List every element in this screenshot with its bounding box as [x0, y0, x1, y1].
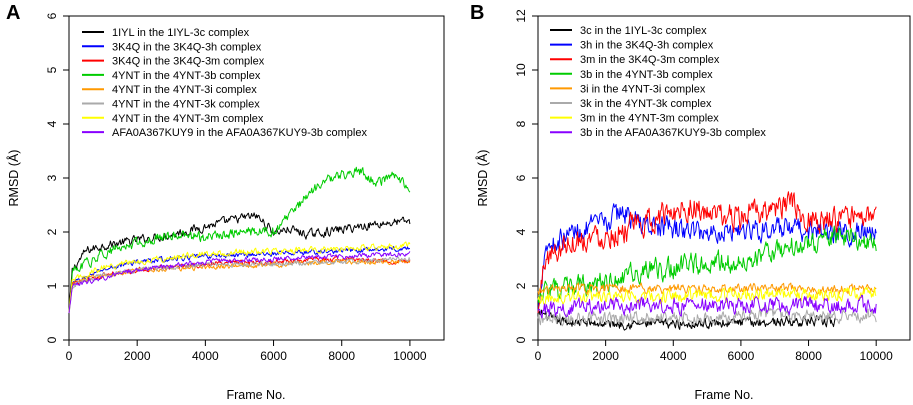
legend-entry: 3k in the 4YNT-3k complex — [580, 98, 712, 110]
panel-b-chart: B 0 2000 4000 6000 8000 10000 0 2 4 6 8 10 12 Frame… — [470, 2, 911, 402]
series-line-b-6 — [537, 287, 877, 305]
series-line-b-3 — [537, 225, 877, 303]
x-tick-label: 6000 — [728, 349, 755, 363]
panel-a-y-ticks: 0 1 2 3 4 5 6 — [45, 12, 69, 343]
panel-b-x-ticks: 0 2000 4000 6000 8000 10000 — [535, 340, 893, 363]
legend-entry: 3K4Q in the 3K4Q-3h complex — [112, 41, 262, 53]
series-line-a-1 — [68, 245, 410, 314]
legend-entry: 3m in the 4YNT-3m complex — [580, 113, 719, 125]
legend-entry: 3c in the 1IYL-3c complex — [580, 25, 707, 37]
panel-a-chart: A 0 2000 4000 6000 8000 10000 0 1 2 3 4 5 6 Frame N… — [6, 2, 445, 402]
panel-a-x-axis-title: Frame No. — [226, 388, 285, 402]
panel-b-legend: 3c in the 1IYL-3c complex 3h in the 3K4Q-… — [550, 25, 766, 139]
y-tick-label: 6 — [514, 174, 528, 181]
y-tick-label: 2 — [45, 228, 59, 235]
series-line-a-0 — [68, 212, 411, 314]
x-tick-label: 4000 — [660, 349, 687, 363]
legend-entry: 4YNT in the 4YNT-3m complex — [112, 113, 264, 125]
panel-a-letter: A — [6, 2, 20, 24]
y-tick-label: 3 — [45, 174, 59, 181]
panel-a-series-lines — [68, 166, 411, 314]
x-tick-label: 0 — [535, 349, 542, 363]
panel-a-x-ticks: 0 2000 4000 6000 8000 10000 — [66, 340, 427, 363]
y-tick-label: 0 — [514, 336, 528, 343]
legend-entry: 3K4Q in the 3K4Q-3m complex — [112, 56, 265, 68]
y-tick-label: 2 — [514, 282, 528, 289]
legend-entry: AFA0A367KUY9 in the AFA0A367KUY9-3b comp… — [112, 127, 367, 139]
panel-b-letter: B — [470, 2, 484, 24]
panel-a-y-axis-title: RMSD (Å) — [6, 150, 21, 207]
y-tick-label: 4 — [45, 120, 59, 127]
series-line-b-2 — [537, 191, 877, 314]
legend-entry: 1IYL in the 1IYL-3c complex — [112, 27, 250, 39]
x-tick-label: 8000 — [328, 349, 355, 363]
panel-b-y-ticks: 0 2 4 6 8 10 12 — [514, 9, 538, 343]
panel-b-series-lines — [537, 191, 877, 331]
panel-a-legend: 1IYL in the 1IYL-3c complex 3K4Q in the 3… — [82, 27, 367, 139]
series-line-a-3 — [68, 166, 411, 314]
legend-entry: 3m in the 3K4Q-3m complex — [580, 54, 720, 66]
x-tick-label: 4000 — [192, 349, 219, 363]
legend-entry: 4YNT in the 4YNT-3k complex — [112, 99, 260, 111]
series-line-a-6 — [68, 241, 411, 314]
panel-b-y-axis-title: RMSD (Å) — [475, 150, 490, 207]
legend-entry: 3h in the 3K4Q-3h complex — [580, 40, 714, 52]
series-line-a-5 — [68, 256, 411, 314]
legend-entry: 4YNT in the 4YNT-3i complex — [112, 84, 257, 96]
y-tick-label: 4 — [514, 228, 528, 235]
x-tick-label: 10000 — [393, 349, 427, 363]
x-tick-label: 2000 — [592, 349, 619, 363]
series-line-a-7 — [68, 251, 411, 314]
legend-entry: 3b in the 4YNT-3b complex — [580, 69, 713, 81]
y-tick-label: 6 — [45, 12, 59, 19]
legend-entry: 4YNT in the 4YNT-3b complex — [112, 70, 261, 82]
x-tick-label: 2000 — [124, 349, 151, 363]
y-tick-label: 10 — [514, 63, 528, 77]
y-tick-label: 0 — [45, 336, 59, 343]
x-tick-label: 6000 — [260, 349, 287, 363]
legend-entry: 3b in the AFA0A367KUY9-3b complex — [580, 127, 766, 139]
series-line-b-5 — [537, 306, 877, 327]
y-tick-label: 12 — [514, 9, 528, 23]
x-tick-label: 8000 — [795, 349, 822, 363]
x-tick-label: 0 — [66, 349, 73, 363]
y-tick-label: 1 — [45, 282, 59, 289]
legend-entry: 3i in the 4YNT-3i complex — [580, 83, 706, 95]
x-tick-label: 10000 — [859, 349, 893, 363]
y-tick-label: 8 — [514, 120, 528, 127]
series-line-b-7 — [537, 294, 877, 319]
panel-b-x-axis-title: Frame No. — [694, 388, 753, 402]
y-tick-label: 5 — [45, 66, 59, 73]
series-line-a-4 — [68, 258, 411, 314]
